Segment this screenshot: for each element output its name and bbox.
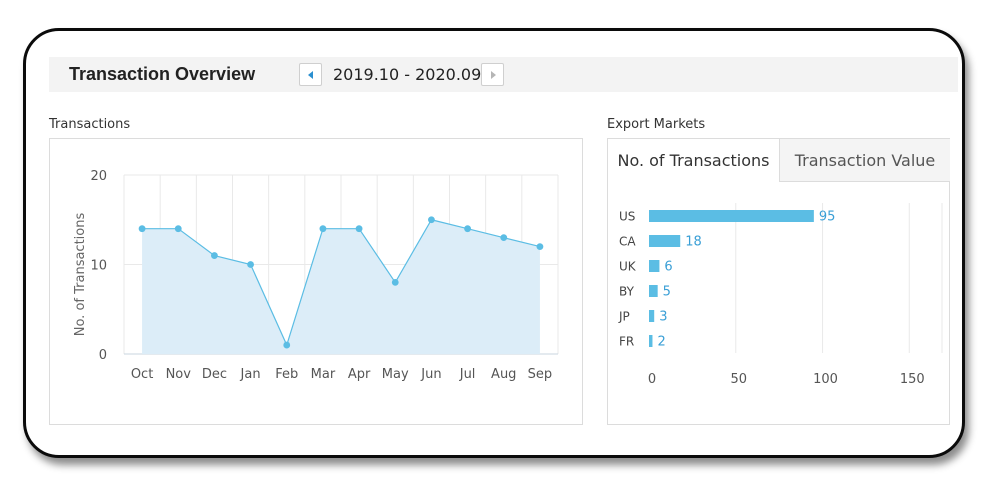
bar-value-label: 6 xyxy=(664,260,672,275)
y-tick-label: 0 xyxy=(99,348,107,363)
data-point xyxy=(319,225,327,233)
x-tick-label: Nov xyxy=(166,367,192,382)
series-line xyxy=(142,219,541,347)
bar xyxy=(649,210,814,222)
x-tick-label: Dec xyxy=(202,367,227,382)
x-tick-label: 0 xyxy=(648,372,656,387)
data-point xyxy=(464,225,471,233)
x-tick-label: 100 xyxy=(813,372,838,387)
bar-value-label: 5 xyxy=(663,285,671,300)
data-point xyxy=(283,341,291,349)
transactions-section-label: Transactions xyxy=(49,117,131,132)
category-label: UK xyxy=(619,260,637,274)
export-markets-section-label: Export Markets xyxy=(607,117,706,132)
data-point xyxy=(355,225,363,233)
bar xyxy=(649,285,658,297)
x-tick-label: May xyxy=(382,367,409,382)
x-tick-label: Mar xyxy=(311,367,336,382)
data-point xyxy=(211,252,218,259)
category-label: JP xyxy=(618,310,630,324)
x-tick-label: Jul xyxy=(459,367,476,382)
data-point xyxy=(391,279,399,286)
transactions-line-chart: 0 10 20 Oct Nov Dec Jan Feb Mar Apr May Jun Jul Aug Se… xyxy=(73,169,559,382)
y-axis-label: No. of Transactions xyxy=(73,213,88,337)
bar xyxy=(649,260,660,272)
x-tick-label: 50 xyxy=(730,372,747,387)
tab-no-of-transactions[interactable]: No. of Transactions xyxy=(608,139,779,182)
x-tick-label: Jan xyxy=(240,367,261,382)
x-tick-label: Feb xyxy=(275,367,298,382)
chevron-right-icon xyxy=(491,71,496,79)
data-point xyxy=(138,225,146,233)
data-point xyxy=(247,261,254,268)
x-tick-label: Apr xyxy=(348,367,371,382)
transactions-panel: 0 10 20 Oct Nov Dec Jan Feb Mar Apr May Jun Jul Aug Se… xyxy=(49,138,583,425)
tab-transaction-value[interactable]: Transaction Value xyxy=(779,139,950,182)
x-tick-label: Aug xyxy=(491,367,516,382)
previous-period-button[interactable] xyxy=(299,63,322,86)
bar xyxy=(649,235,681,247)
bar-value-label: 18 xyxy=(685,235,702,250)
bar-value-label: 2 xyxy=(657,335,665,350)
x-tick-label: Sep xyxy=(528,367,553,382)
data-point xyxy=(428,216,435,224)
series-area xyxy=(142,219,540,354)
export-markets-panel: No. of Transactions Transaction Value 0 5… xyxy=(607,138,950,425)
next-period-button[interactable] xyxy=(481,63,504,86)
category-label: US xyxy=(619,210,635,224)
data-point xyxy=(536,243,544,250)
category-label: CA xyxy=(619,235,636,249)
category-label: BY xyxy=(619,285,635,299)
bar-value-label: 95 xyxy=(819,210,836,225)
x-tick-label: 150 xyxy=(900,372,925,387)
export-markets-bar-chart: 0 50 100 150 US 95 CA 18 UK 6 BY 5 JP 3 FR 2 xyxy=(618,203,943,387)
bar xyxy=(649,310,655,322)
page-title: Transaction Overview xyxy=(69,64,256,84)
y-tick-label: 10 xyxy=(90,259,107,274)
bar-value-label: 3 xyxy=(659,310,667,325)
x-tick-label: Jun xyxy=(420,367,441,382)
x-tick-label: Oct xyxy=(131,367,153,382)
chevron-left-icon xyxy=(308,71,313,79)
bar xyxy=(649,335,653,347)
date-range-label: 2019.10 - 2020.09 xyxy=(333,65,482,84)
data-point xyxy=(174,225,182,233)
category-label: FR xyxy=(619,335,634,349)
y-tick-label: 20 xyxy=(90,169,107,184)
data-point xyxy=(500,234,508,242)
